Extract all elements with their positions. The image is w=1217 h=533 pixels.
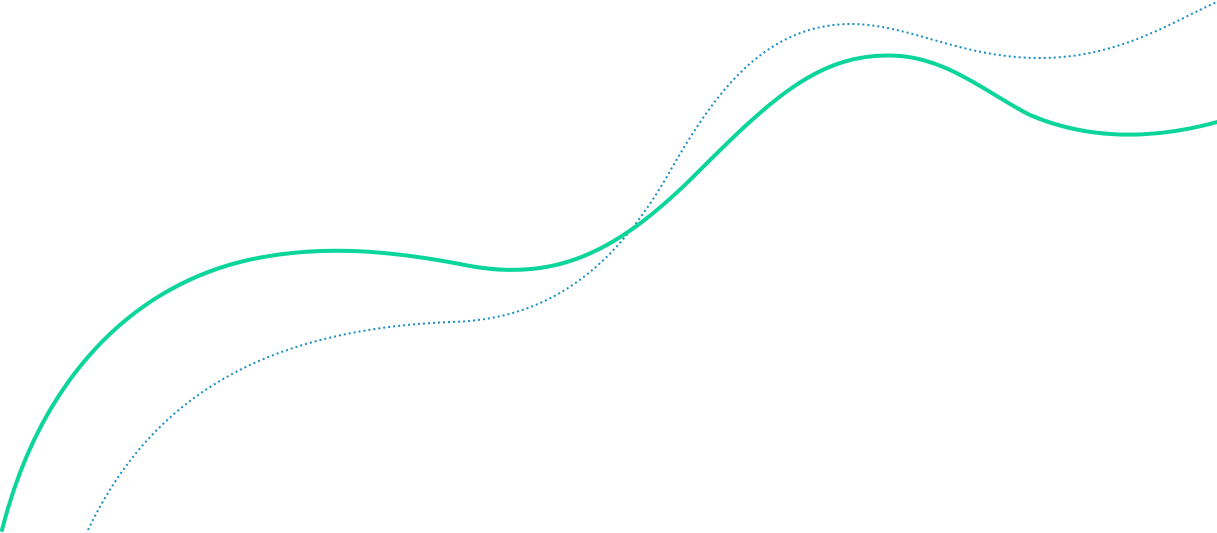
dotted-wave-line (87, 1, 1217, 531)
solid-wave-line (0, 53, 1217, 532)
